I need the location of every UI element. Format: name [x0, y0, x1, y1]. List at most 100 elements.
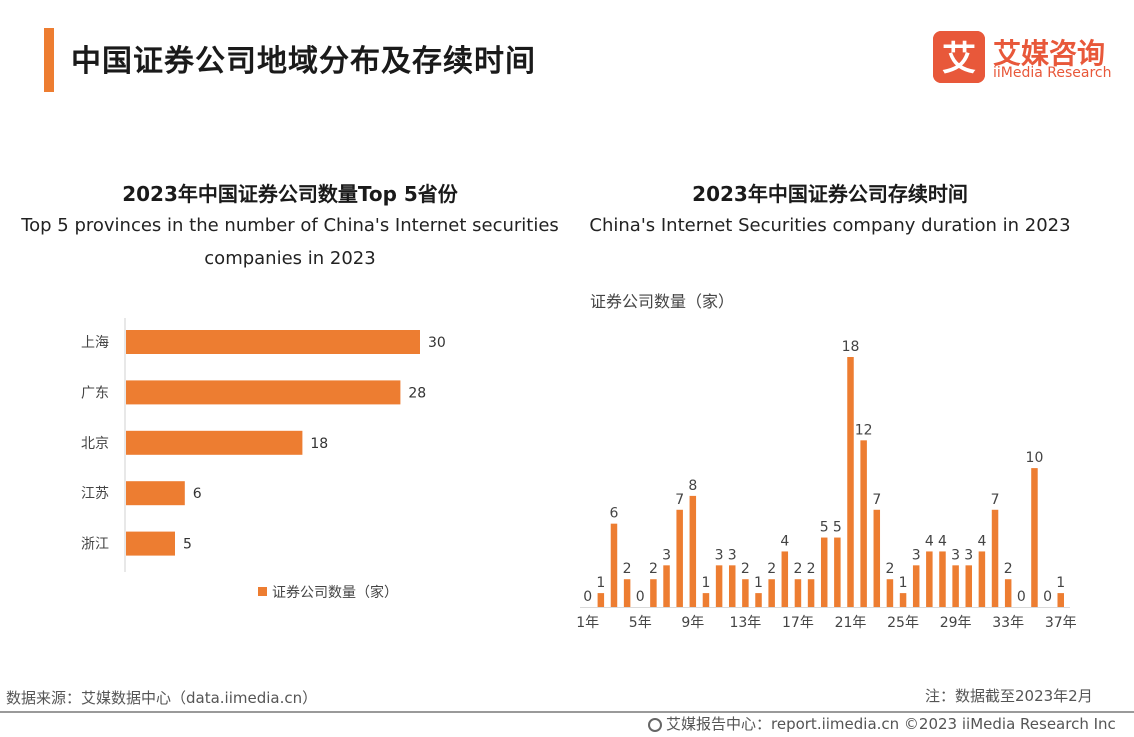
bar-value-label: 3 [715, 547, 724, 563]
bar [991, 509, 999, 607]
bar [847, 357, 854, 607]
bar [978, 551, 986, 607]
x-tick-label: 1年 [576, 615, 599, 631]
bar-value-label: 3 [912, 547, 921, 563]
bar [965, 565, 973, 607]
title-accent-bar [44, 28, 54, 92]
bar-value-label: 6 [193, 486, 202, 502]
left-chart-subtitle-line1: Top 5 provinces in the number of China's… [21, 215, 559, 236]
bar-value-label: 1 [1056, 575, 1065, 591]
footer-credit: 艾媒报告中心：report.iimedia.cn ©2023 iiMedia R… [648, 713, 1116, 734]
bar [886, 579, 894, 607]
bar [702, 593, 710, 607]
bar-value-label: 2 [649, 561, 658, 577]
bar-value-label: 1 [701, 575, 710, 591]
x-tick-label: 9年 [681, 615, 704, 631]
bar [663, 565, 670, 607]
bar [768, 579, 775, 607]
bar [1004, 579, 1012, 607]
bar-value-label: 2 [1004, 561, 1013, 577]
bar-value-label: 2 [767, 561, 776, 577]
bar-value-label: 3 [964, 547, 973, 563]
bar [755, 593, 762, 607]
bar-value-label: 4 [925, 533, 934, 549]
bar-value-label: 3 [728, 547, 737, 563]
bar-value-label: 0 [1017, 589, 1026, 605]
bar-value-label: 3 [662, 547, 671, 563]
data-source: 数据来源：艾媒数据中心（data.iimedia.cn） [6, 689, 318, 707]
bar-value-label: 10 [1026, 450, 1044, 466]
bar-value-label: 4 [780, 533, 789, 549]
bar [728, 565, 736, 607]
bar-value-label: 4 [977, 533, 986, 549]
x-tick-label: 33年 [992, 615, 1024, 631]
bar-value-label: 8 [688, 478, 697, 494]
bar-value-label: 2 [623, 561, 632, 577]
bar-value-label: 18 [842, 339, 860, 355]
logo-mark-icon: 艾 [933, 31, 985, 83]
bar [820, 537, 828, 607]
bar-value-label: 2 [793, 561, 802, 577]
bar-value-label: 2 [885, 561, 894, 577]
bar-value-label: 0 [1043, 589, 1052, 605]
bar [623, 579, 631, 607]
bar [926, 551, 933, 607]
x-tick-label: 37年 [1045, 615, 1077, 631]
bar-value-label: 18 [310, 436, 328, 452]
bar [689, 495, 697, 607]
left-chart-subtitle-line2: companies in 2023 [204, 248, 376, 269]
x-tick-label: 21年 [835, 615, 867, 631]
bar-value-label: 2 [807, 561, 816, 577]
legend-label: 证券公司数量（家） [272, 584, 398, 601]
footer-divider [0, 711, 1134, 713]
y-tick-label: 广东 [81, 385, 109, 401]
brand-logo: 艾 艾媒咨询 iiMedia Research [933, 31, 1118, 85]
x-tick-label: 25年 [887, 615, 919, 631]
province-bar-chart: 上海 30 广东 28 北京 18 江苏 6 浙江 5 证券公司数量（家） [81, 318, 446, 601]
bar [742, 579, 749, 607]
bar [597, 593, 605, 607]
bar-value-label: 3 [951, 547, 960, 563]
right-chart-subtitle: China's Internet Securities company dura… [589, 215, 1071, 236]
bar-value-label: 5 [833, 520, 842, 536]
bar [860, 440, 867, 607]
logo-text-en: iiMedia Research [993, 65, 1112, 81]
bar [807, 579, 815, 607]
bar [650, 579, 657, 607]
logo-mark-glyph: 艾 [942, 39, 976, 79]
bar-value-label: 28 [408, 385, 426, 401]
bar-value-label: 30 [428, 335, 446, 351]
bar [781, 551, 789, 607]
bar-value-label: 5 [820, 520, 829, 536]
y-tick-label: 上海 [81, 335, 109, 351]
legend-swatch [258, 587, 267, 596]
bar [126, 481, 185, 506]
bar [939, 551, 946, 607]
x-tick-label: 17年 [782, 615, 814, 631]
bar [952, 565, 959, 607]
bar-value-label: 0 [583, 589, 592, 605]
x-tick-label: 13年 [729, 615, 761, 631]
footer-credit-text: 艾媒报告中心：report.iimedia.cn ©2023 iiMedia R… [666, 715, 1116, 733]
bar-value-label: 6 [610, 506, 619, 522]
bar-value-label: 5 [183, 537, 192, 553]
bar [899, 593, 907, 607]
bar-value-label: 0 [636, 589, 645, 605]
bar-value-label: 7 [872, 492, 881, 508]
bar-value-label: 1 [899, 575, 908, 591]
bar-value-label: 1 [754, 575, 763, 591]
x-tick-label: 5年 [629, 615, 652, 631]
y-tick-label: 浙江 [81, 537, 109, 553]
y-tick-label: 北京 [81, 436, 109, 452]
bar [912, 565, 920, 607]
bar-value-label: 2 [741, 561, 750, 577]
x-tick-label: 29年 [940, 615, 972, 631]
y-tick-label: 江苏 [81, 486, 109, 502]
globe-icon [648, 718, 662, 732]
bar-value-label: 7 [991, 492, 1000, 508]
data-note: 注：数据截至2023年2月 [925, 687, 1093, 705]
bar [610, 523, 618, 607]
bar [126, 430, 303, 455]
bar [126, 531, 175, 556]
